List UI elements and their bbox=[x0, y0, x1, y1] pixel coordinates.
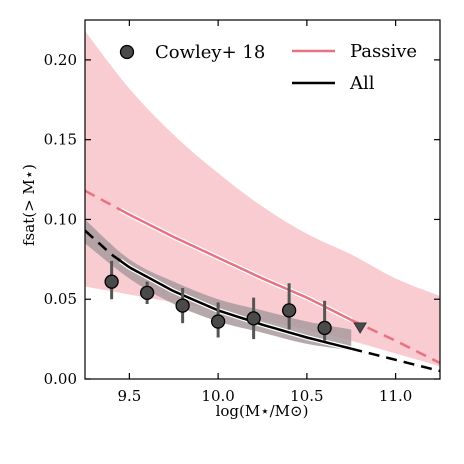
y-axis-label: fsat(> M⋆) bbox=[20, 164, 38, 246]
data-points bbox=[104, 260, 368, 341]
passive-line-solid bbox=[119, 208, 352, 322]
x-axis: 9.5 10.0 10.5 11.0 bbox=[117, 20, 412, 405]
cowley-point bbox=[246, 311, 261, 326]
passive-line-dashed-left bbox=[85, 189, 122, 211]
legend-cowley-label: Cowley+ 18 bbox=[155, 42, 265, 63]
cowley-point bbox=[281, 303, 297, 318]
x-tick-label: 10.0 bbox=[201, 387, 234, 405]
cowley-point bbox=[104, 274, 119, 289]
all-line-dashed-left bbox=[85, 229, 122, 262]
model-lines bbox=[85, 189, 440, 373]
all-band bbox=[85, 219, 352, 351]
y-tick-label: 0.05 bbox=[44, 290, 77, 308]
x-tick-label: 11.0 bbox=[379, 387, 412, 405]
legend: Cowley+ 18 Passive All bbox=[119, 41, 417, 94]
y-tick-label: 0.20 bbox=[44, 51, 77, 69]
legend-cowley-marker bbox=[119, 44, 135, 60]
x-tick-label: 10.5 bbox=[290, 387, 323, 405]
x-tick-label: 9.5 bbox=[117, 387, 141, 405]
cowley-point bbox=[210, 314, 226, 329]
all-line-solid bbox=[119, 259, 352, 350]
confidence-bands bbox=[85, 31, 440, 367]
x-axis-label: log(M⋆/M⊙) bbox=[216, 402, 309, 420]
all-line-dashed-right bbox=[350, 347, 440, 373]
y-axis: 0.00 0.05 0.10 0.15 0.20 bbox=[44, 51, 440, 388]
y-tick-label: 0.00 bbox=[44, 370, 77, 388]
y-tick-label: 0.15 bbox=[44, 131, 77, 149]
cowley-upper-limit-marker bbox=[353, 322, 368, 334]
plot-frame bbox=[84, 19, 441, 380]
y-tick-label: 0.10 bbox=[44, 210, 77, 228]
cowley-point bbox=[317, 320, 332, 336]
passive-line-dashed-right bbox=[350, 318, 440, 365]
cowley-point bbox=[175, 298, 190, 313]
legend-passive-label: Passive bbox=[350, 41, 417, 62]
legend-all-label: All bbox=[349, 73, 375, 94]
cowley-point bbox=[139, 285, 155, 300]
